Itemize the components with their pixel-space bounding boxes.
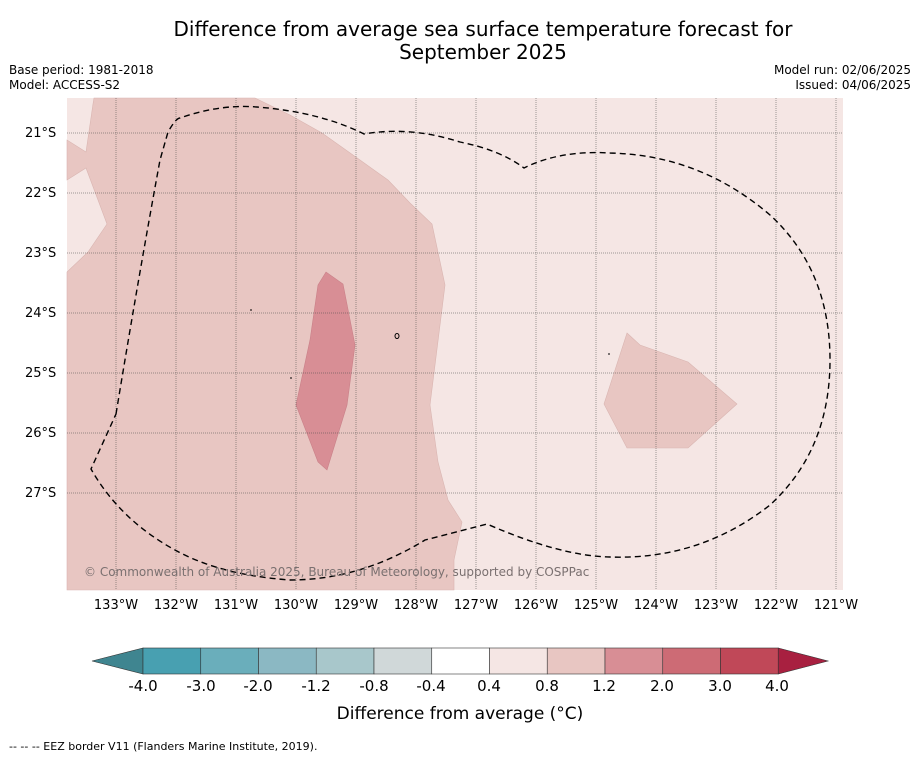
lat-label: 23°S: [25, 246, 57, 261]
colorbar-tick: 3.0: [708, 677, 732, 695]
lon-label: 125°W: [573, 598, 619, 613]
anomaly-region-strong: [295, 271, 356, 471]
colorbar-swatch: [604, 647, 664, 675]
colorbar-swatches: [91, 647, 830, 675]
colorbar-swatch: [489, 647, 548, 675]
colorbar-swatch: [720, 647, 779, 675]
colorbar-tick: -0.8: [359, 677, 389, 695]
title-line-2: September 2025: [399, 40, 567, 64]
colorbar-tick: -3.0: [186, 677, 216, 695]
colorbar-tick: 1.2: [592, 677, 616, 695]
colorbar-extend-low: [91, 647, 144, 675]
lon-label: 122°W: [753, 598, 799, 613]
colorbar-tick: 0.4: [477, 677, 501, 695]
colorbar-swatch: [315, 647, 375, 675]
model-run: Model run: 02/06/2025: [773, 63, 911, 77]
anomaly-region-east: [603, 332, 738, 449]
lon-label: 130°W: [273, 598, 319, 613]
colorbar-swatch: [662, 647, 721, 675]
meta-right: Model run: 02/06/2025 Issued: 04/06/2025: [774, 63, 911, 93]
colorbar-extend-high: [777, 647, 830, 675]
copyright-notice: © Commonwealth of Australia 2025, Bureau…: [84, 565, 590, 579]
colorbar-tick: 0.8: [535, 677, 559, 695]
chart-title: Difference from average sea surface temp…: [0, 18, 919, 64]
eez-border: [90, 105, 831, 581]
lat-label: 22°S: [25, 186, 57, 201]
eez-footnote: -- -- -- EEZ border V11 (Flanders Marine…: [9, 740, 318, 753]
island-marker: [394, 333, 400, 339]
lat-label: 26°S: [25, 426, 57, 441]
colorbar-tick: 4.0: [765, 677, 789, 695]
lon-label: 127°W: [453, 598, 499, 613]
lat-label: 21°S: [25, 126, 57, 141]
title-line-1: Difference from average sea surface temp…: [173, 17, 793, 41]
colorbar-tick: -4.0: [128, 677, 158, 695]
meta-left: Base period: 1981-2018 Model: ACCESS-S2: [9, 63, 154, 93]
colorbar-title: Difference from average (°C): [336, 704, 584, 724]
lon-label: 131°W: [213, 598, 259, 613]
colorbar-swatch: [431, 647, 490, 675]
issued-date: Issued: 04/06/2025: [795, 78, 911, 92]
lon-label: 124°W: [633, 598, 679, 613]
colorbar-swatch: [546, 647, 606, 675]
lon-label: 132°W: [153, 598, 199, 613]
lat-label: 25°S: [25, 366, 57, 381]
lon-label: 129°W: [333, 598, 379, 613]
lon-label: 128°W: [393, 598, 439, 613]
lat-label: 24°S: [25, 306, 57, 321]
colorbar-tick: -1.2: [301, 677, 331, 695]
colorbar-tick: -2.0: [243, 677, 273, 695]
lon-label: 133°W: [93, 598, 139, 613]
base-period: Base period: 1981-2018: [9, 63, 154, 77]
lon-label: 126°W: [513, 598, 559, 613]
colorbar-swatch: [373, 647, 433, 675]
model-name: Model: ACCESS-S2: [9, 78, 121, 92]
colorbar-tick: -0.4: [416, 677, 446, 695]
colorbar-swatch: [200, 647, 259, 675]
colorbar-swatch: [258, 647, 317, 675]
lon-label: 121°W: [813, 598, 859, 613]
lon-label: 123°W: [693, 598, 739, 613]
colorbar-swatch: [142, 647, 202, 675]
graticule: [67, 98, 843, 590]
colorbar-tick: 2.0: [650, 677, 674, 695]
lat-label: 27°S: [25, 486, 57, 501]
